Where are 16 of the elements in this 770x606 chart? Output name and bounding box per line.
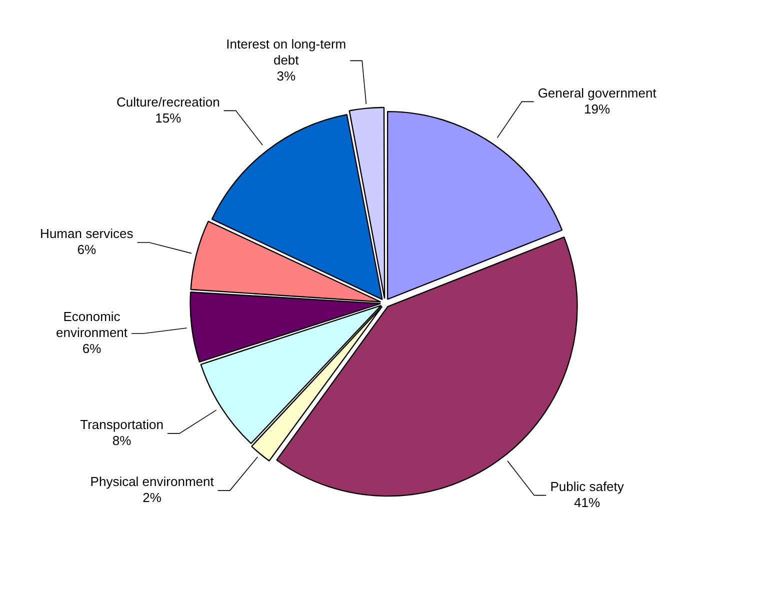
data-label: 8% [112,433,132,448]
slice-label: Physical environment [90,474,214,490]
slice-label: General government [538,85,657,100]
slice-label: Public safety [550,478,624,494]
slice-label: Transportation [80,417,164,432]
data-label: 15% [155,110,182,126]
data-label: 3% [276,68,296,84]
data-label: 41% [574,494,600,510]
data-label: 19% [584,101,611,116]
slice-label: Culture/recreation [116,94,220,110]
data-label: 6% [82,341,102,356]
slice-label: Human services [40,226,134,242]
slice-label: Economic environment [56,309,128,340]
slice-label: Interest on long-term debt [226,36,346,68]
data-label: 6% [77,242,96,258]
data-label: 2% [142,490,162,506]
